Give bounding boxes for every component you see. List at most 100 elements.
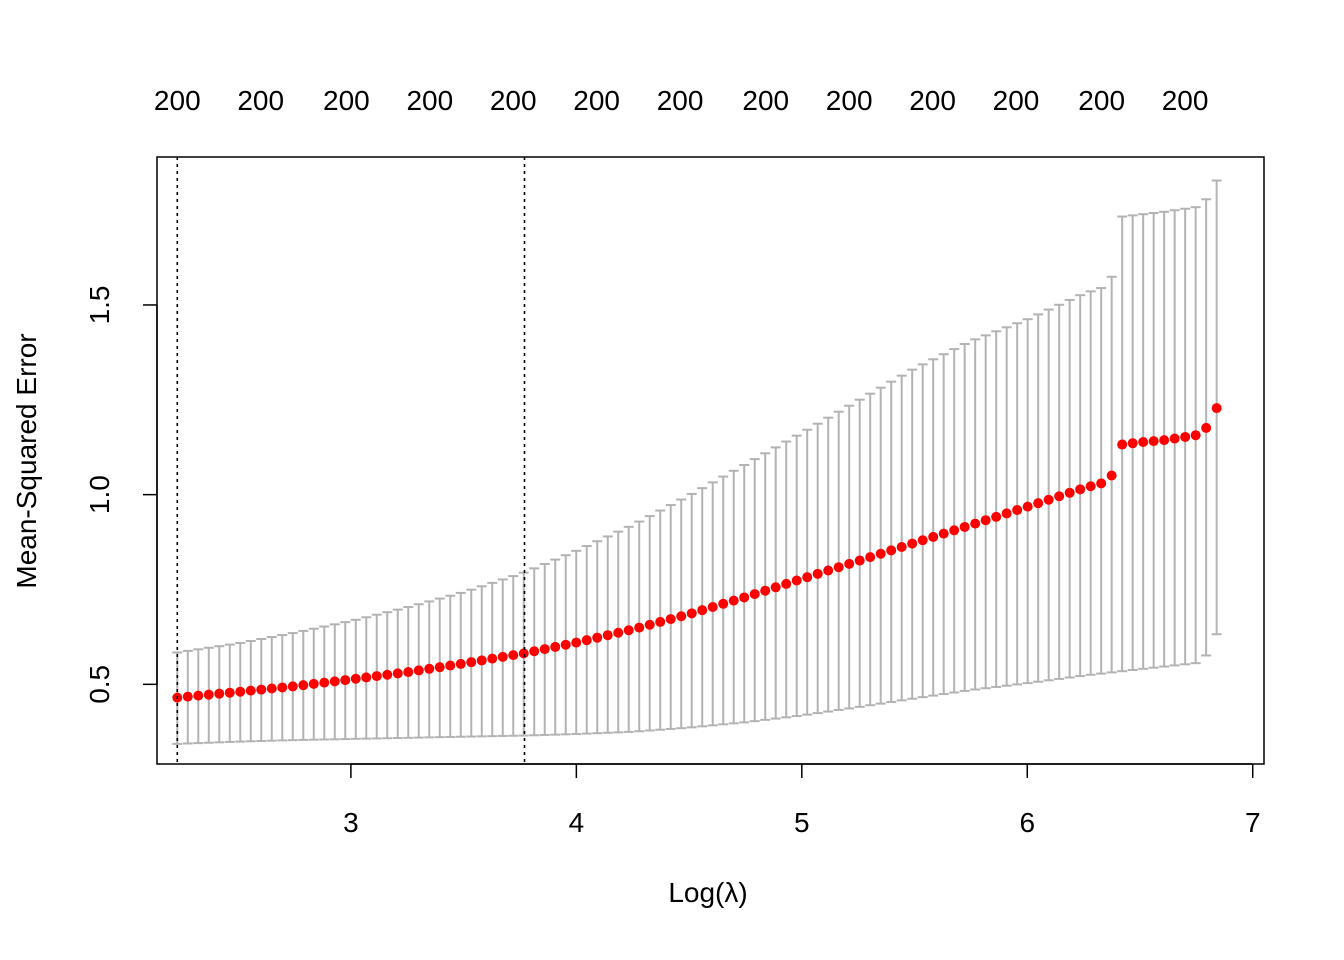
mse-point bbox=[539, 644, 550, 655]
top-axis-label: 200 bbox=[657, 85, 704, 116]
mse-point bbox=[623, 625, 634, 636]
mse-point bbox=[1033, 498, 1044, 509]
mse-point bbox=[854, 555, 865, 566]
mse-point bbox=[1190, 430, 1201, 441]
mse-point bbox=[413, 665, 424, 676]
mse-point bbox=[938, 528, 949, 539]
mse-point bbox=[1106, 470, 1117, 481]
mse-point bbox=[560, 639, 571, 650]
mse-point bbox=[361, 672, 372, 683]
mse-point bbox=[676, 611, 687, 622]
mse-point bbox=[1064, 487, 1075, 498]
top-axis-label: 200 bbox=[323, 85, 370, 116]
mse-point bbox=[823, 565, 834, 576]
mse-point bbox=[1001, 508, 1012, 519]
mse-point bbox=[1211, 403, 1222, 414]
mse-point bbox=[1043, 494, 1054, 505]
mse-point bbox=[214, 688, 225, 699]
mse-point bbox=[592, 632, 603, 643]
mse-point bbox=[917, 535, 928, 546]
mse-point bbox=[749, 589, 760, 600]
mse-point bbox=[907, 538, 918, 549]
reference-lines bbox=[176, 157, 526, 764]
mse-point bbox=[697, 605, 708, 616]
mse-point bbox=[529, 646, 540, 657]
mse-point bbox=[634, 622, 645, 633]
mse-point bbox=[235, 686, 246, 697]
x-tick-label: 3 bbox=[343, 807, 359, 838]
mse-point bbox=[991, 511, 1002, 522]
mse-point bbox=[959, 521, 970, 532]
mse-point bbox=[476, 655, 487, 666]
mse-point bbox=[445, 660, 456, 671]
mse-point bbox=[1148, 436, 1159, 447]
y-tick-label: 1.5 bbox=[84, 285, 115, 324]
mse-point bbox=[245, 685, 256, 696]
mse-point bbox=[812, 568, 823, 579]
mse-point bbox=[833, 562, 844, 573]
mse-point bbox=[466, 657, 477, 668]
mse-point bbox=[949, 525, 960, 536]
mse-point bbox=[1054, 491, 1065, 502]
y-tick-label: 0.5 bbox=[84, 665, 115, 704]
mse-point bbox=[760, 585, 771, 596]
mse-point bbox=[718, 598, 729, 609]
mse-point bbox=[1096, 478, 1107, 489]
y-axis: 0.5 1.0 1.5 bbox=[84, 285, 158, 704]
mse-point bbox=[487, 653, 498, 664]
mse-point bbox=[928, 531, 939, 542]
x-tick-label: 5 bbox=[794, 807, 810, 838]
top-axis-label: 200 bbox=[573, 85, 620, 116]
mse-point bbox=[644, 619, 655, 630]
mse-point bbox=[665, 614, 676, 625]
top-axis-label: 200 bbox=[742, 85, 789, 116]
mse-point bbox=[193, 690, 204, 701]
mse-point bbox=[298, 680, 309, 691]
mse-point bbox=[1159, 435, 1170, 446]
top-axis-label: 200 bbox=[993, 85, 1040, 116]
mse-point bbox=[1169, 433, 1180, 444]
top-axis-label: 200 bbox=[909, 85, 956, 116]
mse-point bbox=[424, 663, 435, 674]
mse-point bbox=[308, 678, 319, 689]
mse-point bbox=[371, 671, 382, 682]
error-bars bbox=[172, 179, 1222, 745]
mse-point bbox=[613, 627, 624, 638]
mse-point bbox=[224, 687, 235, 698]
top-axis-label: 200 bbox=[490, 85, 537, 116]
mse-point bbox=[844, 558, 855, 569]
mse-point bbox=[382, 669, 393, 680]
mse-point bbox=[1075, 484, 1086, 495]
mse-point bbox=[770, 582, 781, 593]
mse-point bbox=[1201, 422, 1212, 433]
mse-point bbox=[707, 601, 718, 612]
mse-point bbox=[497, 651, 508, 662]
y-tick-label: 1.0 bbox=[84, 475, 115, 514]
top-axis-label: 200 bbox=[826, 85, 873, 116]
mse-point bbox=[728, 595, 739, 606]
mse-point bbox=[791, 575, 802, 586]
mse-point bbox=[287, 681, 298, 692]
x-axis-title: Log(λ) bbox=[668, 877, 747, 908]
mse-point bbox=[1180, 431, 1191, 442]
mse-point bbox=[739, 592, 750, 603]
mse-point bbox=[602, 630, 613, 641]
mse-point bbox=[256, 684, 267, 695]
top-axis-label: 200 bbox=[1162, 85, 1209, 116]
mse-point bbox=[203, 689, 214, 700]
mse-point bbox=[886, 545, 897, 556]
x-tick-label: 6 bbox=[1019, 807, 1035, 838]
mse-point bbox=[266, 683, 277, 694]
top-axis-label: 200 bbox=[1078, 85, 1125, 116]
top-axis-label: 200 bbox=[237, 85, 284, 116]
mse-point bbox=[655, 616, 666, 627]
mse-point bbox=[802, 572, 813, 583]
mse-point bbox=[1127, 438, 1138, 449]
top-axis-label: 200 bbox=[406, 85, 453, 116]
mse-point bbox=[865, 552, 876, 563]
mse-point bbox=[550, 641, 561, 652]
top-axis: 200 200 200 200 200 200 200 200 200 200 200 200 200 bbox=[154, 85, 1209, 116]
x-axis: 3 4 5 6 7 bbox=[343, 763, 1261, 838]
mse-point bbox=[980, 515, 991, 526]
